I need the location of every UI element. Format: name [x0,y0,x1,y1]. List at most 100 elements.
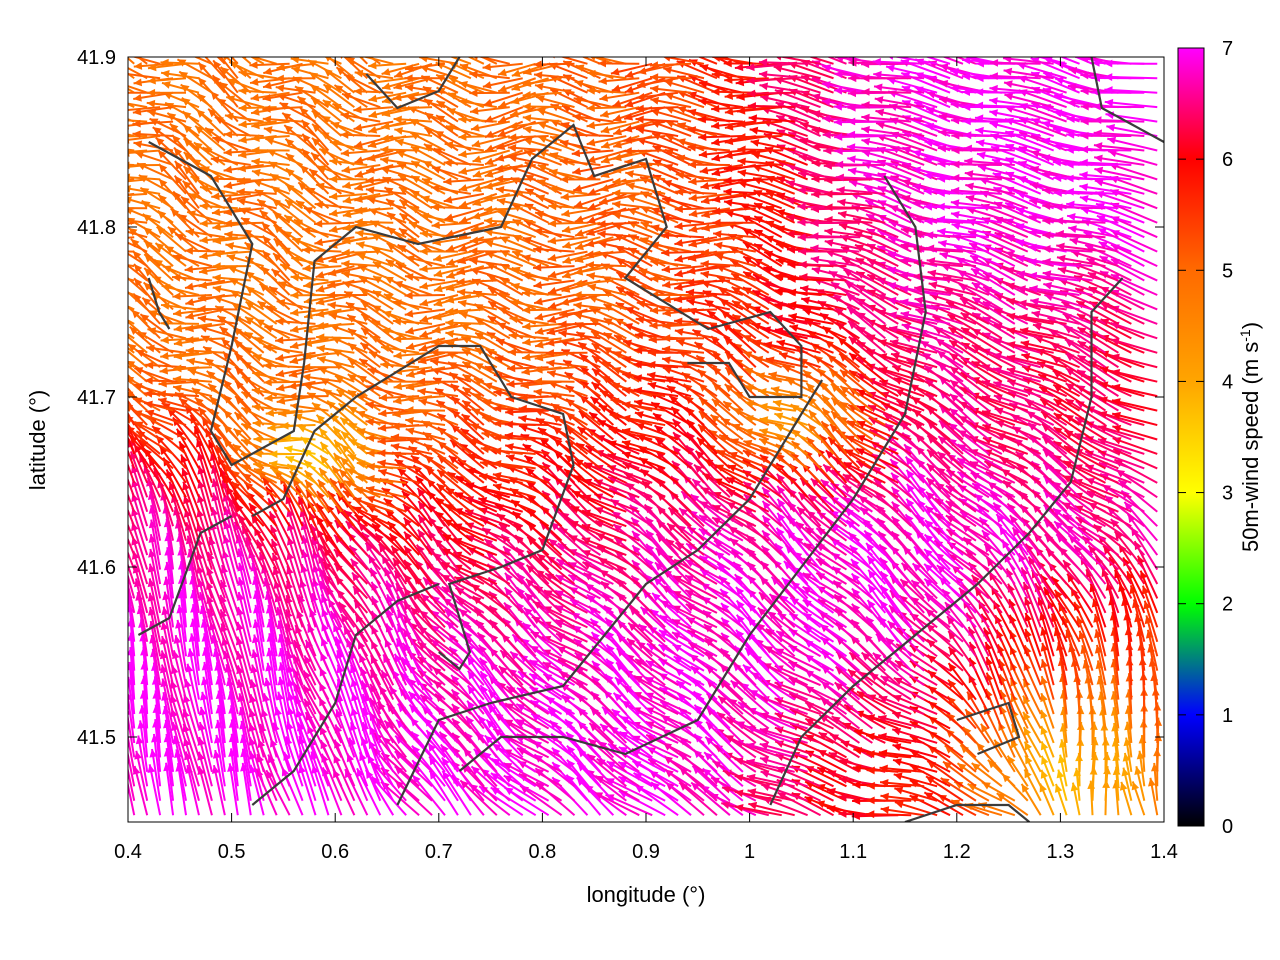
wind-vector-shaft [406,664,446,701]
wind-vector-head [827,770,837,778]
wind-vector-shaft [715,727,757,759]
wind-vector-shaft [360,680,382,729]
wind-vector-shaft [691,765,731,802]
wind-vector-shaft [213,648,226,700]
wind-vector-head [759,742,769,750]
wind-vector-head [866,781,875,790]
wind-vector-shaft [407,677,446,715]
wind-vector-head [249,679,258,689]
wind-vector-head [940,777,950,786]
wind-vector-shaft [369,683,395,729]
wind-vector-shaft [479,684,511,730]
wind-vector-shaft [529,699,576,730]
wind-vector-head [1054,783,1063,793]
wind-vector-head [967,691,975,701]
wind-vector-shaft [190,633,200,686]
wind-vector-shaft [718,679,757,715]
wind-vector-head [335,709,343,719]
wind-vector-head [394,653,403,663]
wind-vector-shaft [279,662,291,715]
wind-vector-shaft [622,684,666,715]
wind-vector-shaft [728,697,770,730]
wind-vector-shaft [251,664,265,715]
wind-vector-head [866,750,875,758]
wind-vector-shaft [238,693,252,744]
wind-vector-shaft [200,706,213,758]
wind-vector-shaft [468,783,511,816]
wind-vector-head [428,742,436,752]
wind-vector-shaft [631,706,679,730]
wind-vector-head [704,752,713,761]
wind-vector-head [853,746,862,755]
wind-vector-shaft [152,662,162,715]
wind-vector-head [418,670,427,679]
wind-vector-shaft [171,665,187,715]
wind-vector-head [880,676,890,684]
wind-vector-shaft [618,746,666,773]
wind-vector-shaft [292,682,317,729]
wind-vector-shaft [759,757,808,773]
wind-vector-head [838,776,848,784]
wind-vector-shaft [188,648,200,700]
wind-vector-shaft [515,703,563,730]
wind-vector-head [1040,693,1048,703]
wind-vector-head [426,730,435,740]
wind-vector-head [852,797,861,805]
wind-vector-head [516,704,526,712]
wind-vector-head [187,648,195,658]
wind-vector-shaft [451,732,485,773]
wind-vector-shaft [703,751,744,788]
wind-vector-head [879,764,888,773]
wind-vector-shaft [362,707,382,758]
wind-vector-shaft [490,772,537,802]
wind-vector-head [251,634,260,644]
wind-vector-head [197,766,205,776]
wind-vector-head [892,743,902,751]
wind-vector-shaft [502,748,550,773]
wind-vector-shaft [294,695,317,744]
wind-vector-shaft [267,647,278,700]
wind-vector-shaft [268,633,278,686]
wind-vector-head [746,758,756,767]
wind-vector-shaft [298,735,317,787]
wind-vector-shaft [621,699,666,730]
wind-vector-shaft [746,775,795,788]
wind-vector-shaft [459,779,498,816]
wind-vector-head [746,742,756,751]
wind-vector-head [618,776,628,784]
wind-vector-shaft [834,681,874,715]
wind-vector-head [408,691,418,701]
wind-vector-shaft [201,691,213,744]
wind-vector-head [748,801,758,810]
wind-vector-head [909,780,919,788]
wind-vector-shaft [228,763,239,816]
wind-vector-head [804,796,814,804]
wind-vector-shaft [596,757,640,788]
wind-vector-head [878,714,887,723]
wind-vector-shaft [480,768,524,802]
wind-vector-shaft [161,678,175,729]
wind-vector-head [734,789,744,798]
wind-vector-head [954,781,964,790]
wind-vector-shaft [174,634,187,686]
wind-vector-shaft [287,706,304,758]
wind-vector-head [381,670,389,680]
wind-vector-shaft [279,647,291,700]
wind-vector-shaft [391,669,420,715]
wind-vector-shaft [287,677,304,729]
wind-vector-shaft [239,706,252,758]
wind-vector-shaft [383,719,420,759]
wind-vector-head [435,693,444,703]
wind-vector-shaft [760,770,808,788]
wind-vector-head [866,810,875,819]
wind-vector-shaft [151,748,162,801]
wind-vector-shaft [223,650,239,700]
wind-vector-head [305,639,313,649]
wind-vector-shaft [227,677,239,729]
wind-vector-head [492,743,502,752]
wind-vector-shaft [351,678,369,729]
wind-vector-shaft [479,657,511,701]
wind-vector-shaft [575,665,615,701]
wind-vector-shaft [394,750,433,788]
